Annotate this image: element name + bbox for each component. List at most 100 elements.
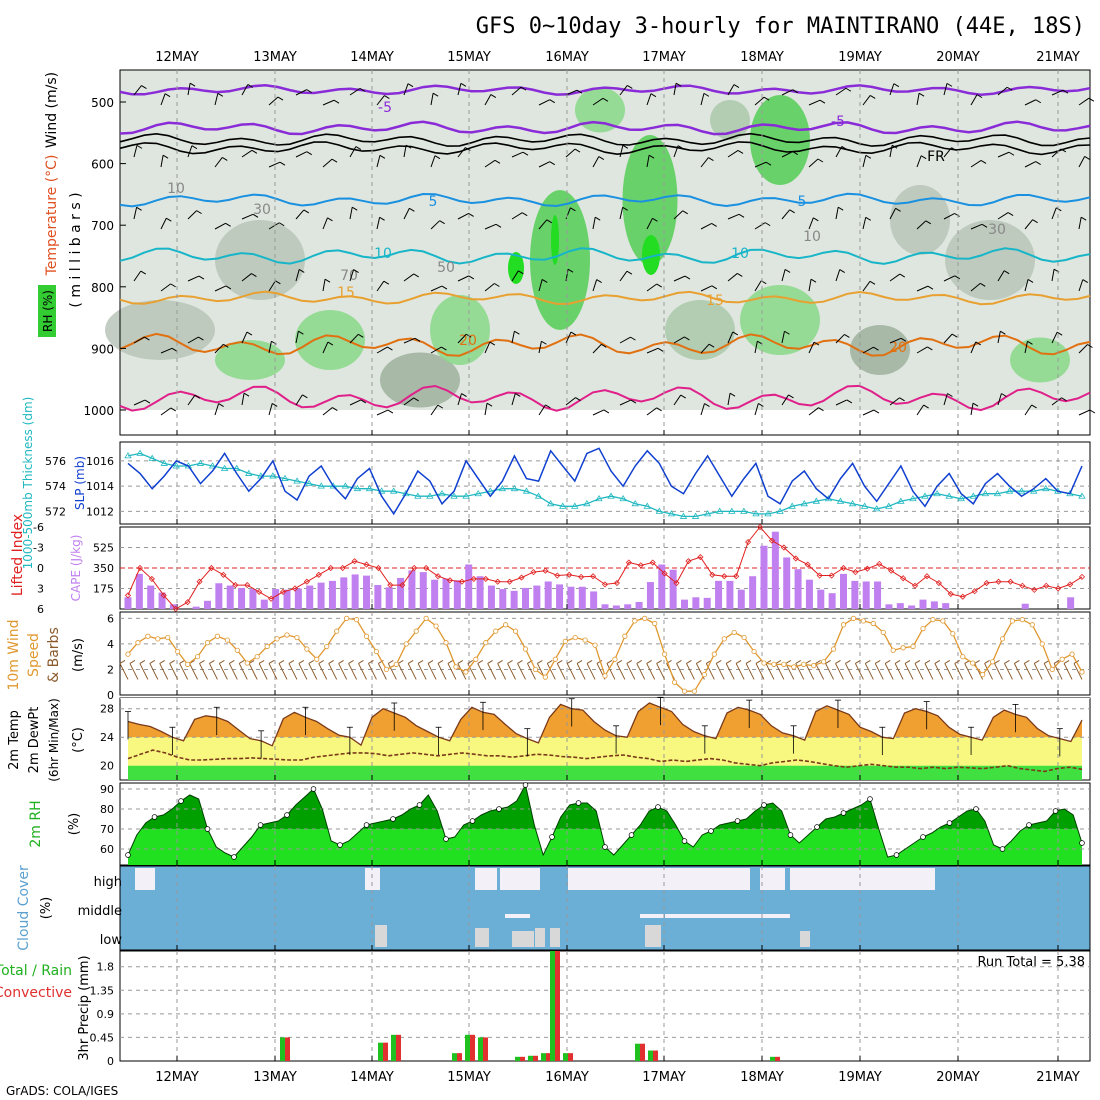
wind-speed-marker bbox=[602, 673, 608, 679]
wind-barb bbox=[884, 663, 894, 680]
wind-speed-marker bbox=[701, 671, 707, 678]
wind-speed-marker bbox=[433, 623, 439, 629]
wind-barb-feather bbox=[1004, 660, 1010, 664]
wind-barb-feather bbox=[894, 660, 901, 664]
wind-barb-feather bbox=[686, 660, 692, 664]
wind-barb bbox=[673, 210, 684, 220]
wind-barb-feather bbox=[1088, 97, 1095, 102]
cloud-low-block bbox=[475, 928, 489, 947]
thickness-marker bbox=[281, 474, 289, 481]
wind-barb bbox=[619, 270, 628, 282]
wind-barb-feather bbox=[738, 213, 745, 218]
wind-barb bbox=[295, 269, 300, 282]
wind-barb-feather bbox=[191, 145, 198, 150]
top-date-label: 12MAY bbox=[155, 50, 199, 65]
wind-barb bbox=[187, 394, 196, 406]
wind-barb-feather bbox=[494, 159, 501, 164]
wind-barb bbox=[1063, 663, 1073, 680]
wind-barb-feather bbox=[397, 660, 404, 664]
cloud-low-block bbox=[375, 925, 387, 947]
wind-speed-marker bbox=[353, 617, 360, 623]
wind-barb-feather bbox=[755, 660, 762, 664]
wind-barb bbox=[241, 213, 254, 220]
wind-barb bbox=[308, 663, 318, 680]
wind-barb-feather bbox=[708, 157, 714, 161]
wind-barb bbox=[484, 223, 497, 230]
ylabel-cape: CAPE (J/kg) bbox=[69, 535, 83, 602]
rh-max-blob bbox=[508, 252, 524, 284]
cloud-high-block bbox=[365, 868, 380, 890]
wind-barb-feather bbox=[409, 207, 415, 212]
wind-barb bbox=[1051, 397, 1062, 406]
cape-bar bbox=[510, 590, 518, 609]
precip-convective-bar bbox=[520, 1056, 525, 1061]
wind-barb bbox=[754, 161, 767, 168]
wind-barb bbox=[457, 275, 470, 282]
wind-barb bbox=[214, 157, 223, 168]
rh-marker bbox=[867, 796, 873, 802]
wind-barb-feather bbox=[696, 660, 702, 664]
wind-barb-feather bbox=[630, 399, 637, 404]
thickness-marker bbox=[595, 494, 603, 502]
wind-barb-feather bbox=[306, 151, 313, 156]
cape-bar bbox=[158, 592, 166, 609]
cape-bar bbox=[283, 589, 291, 609]
wind-barb-feather bbox=[162, 154, 169, 159]
wind-barb-feather bbox=[819, 99, 826, 104]
wind-barb bbox=[646, 347, 659, 354]
thickness-marker bbox=[1005, 487, 1014, 494]
wind-barb-feather bbox=[139, 660, 146, 664]
wind-barb-feather bbox=[737, 149, 744, 154]
wind-barb-feather bbox=[1035, 161, 1041, 165]
contour-label: 10 bbox=[803, 229, 821, 245]
ylabel-thickness: 1000-500mb Thickness (dm) bbox=[21, 397, 35, 570]
wind-barb-feather bbox=[447, 660, 454, 664]
thickness-marker bbox=[631, 500, 639, 507]
bottom-date-label: 20MAY bbox=[936, 1070, 980, 1085]
wind-barb-feather bbox=[575, 397, 581, 402]
rh-marker bbox=[125, 852, 131, 858]
cape-bar bbox=[544, 581, 552, 609]
wind-barb bbox=[592, 156, 600, 168]
wind-barb bbox=[725, 663, 735, 680]
wind-speed-marker bbox=[950, 631, 956, 637]
wind-speed-marker bbox=[662, 651, 668, 657]
temp-fill-mask bbox=[120, 698, 1090, 746]
thickness-marker bbox=[740, 507, 748, 514]
wind-barb-feather bbox=[676, 660, 682, 664]
wind-barb bbox=[214, 222, 226, 230]
li-marker bbox=[625, 559, 632, 566]
wind-barb-feather bbox=[327, 217, 333, 222]
wind-barb bbox=[1024, 341, 1028, 354]
cape-bar bbox=[124, 597, 132, 609]
cloud-cover-panel: high middle low Cloud Cover (%) bbox=[16, 865, 1091, 951]
rh-marker bbox=[761, 802, 767, 808]
top-date-label: 21MAY bbox=[1036, 50, 1080, 65]
wind-barb bbox=[700, 403, 705, 416]
li-marker bbox=[578, 573, 585, 580]
li-marker bbox=[792, 555, 799, 562]
thickness-marker bbox=[716, 507, 724, 514]
rh-legend-swatch bbox=[38, 285, 56, 337]
li-marker bbox=[184, 599, 191, 606]
wind-barb-feather bbox=[477, 660, 484, 664]
pressure-tick-label: 500 bbox=[91, 96, 114, 110]
wind-barb-feather bbox=[441, 285, 448, 290]
li-marker bbox=[279, 588, 287, 595]
wind-barb-feather bbox=[873, 346, 879, 351]
slp-line bbox=[127, 447, 1083, 516]
rh-legend-label: RH (%) bbox=[41, 290, 55, 332]
thickness-marker bbox=[752, 510, 760, 517]
wind-barb bbox=[507, 663, 517, 680]
wind-barb bbox=[214, 285, 227, 292]
li-marker bbox=[291, 585, 299, 592]
cape-bar bbox=[499, 589, 507, 609]
thickness-tick-label: 574 bbox=[45, 480, 66, 493]
contour-label: -5 bbox=[831, 114, 845, 130]
wind-barb-feather bbox=[677, 145, 684, 150]
wind-barb-feather bbox=[275, 280, 281, 285]
li-marker bbox=[160, 592, 167, 599]
contour-label: FR bbox=[927, 149, 945, 165]
slp-tick-label: 1016 bbox=[86, 455, 114, 468]
